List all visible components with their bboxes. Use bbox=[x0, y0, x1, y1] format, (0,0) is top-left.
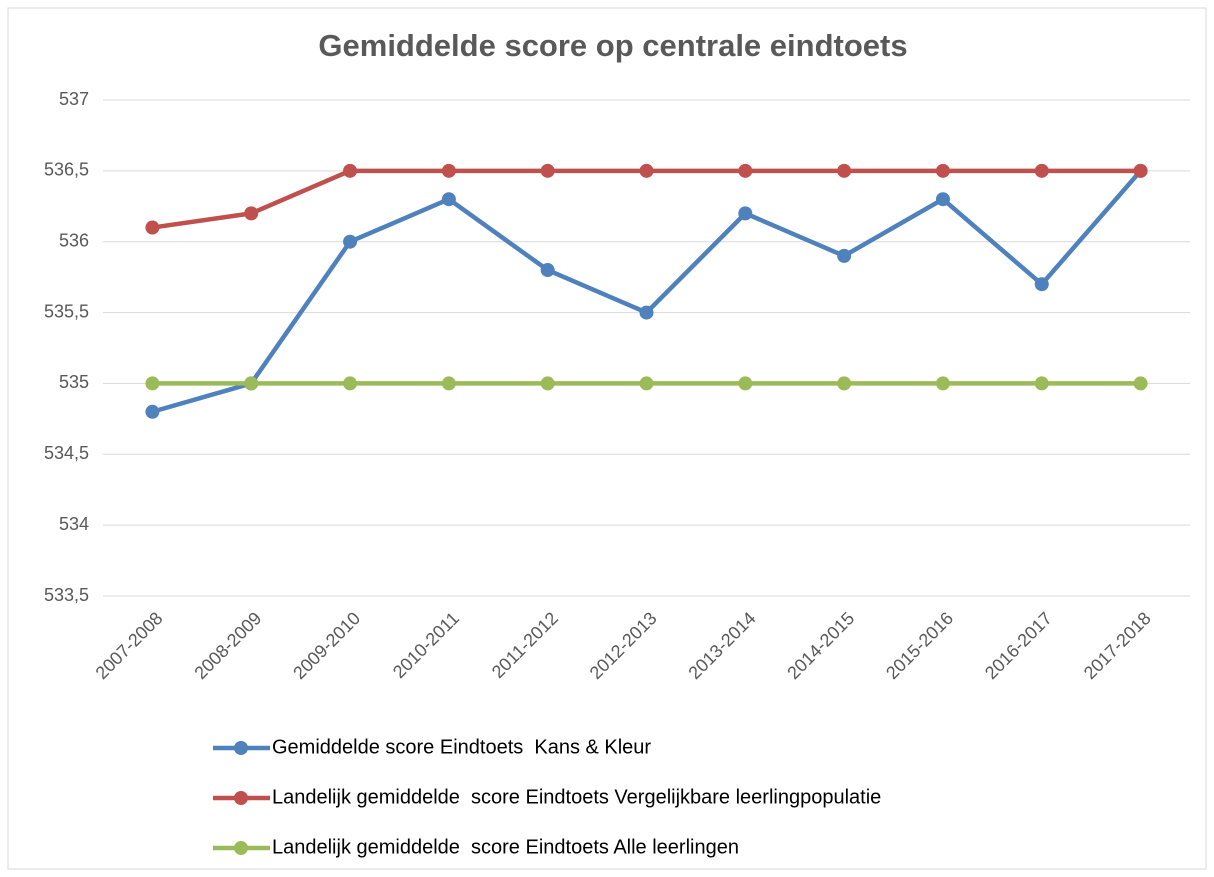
legend-marker bbox=[234, 741, 248, 755]
series-marker bbox=[1034, 277, 1049, 292]
legend-label: Landelijk gemiddelde score Eindtoets All… bbox=[272, 836, 739, 858]
series-marker bbox=[639, 305, 654, 320]
series-marker bbox=[145, 220, 160, 235]
series-marker bbox=[738, 206, 753, 221]
legend-marker bbox=[234, 841, 248, 855]
series-marker bbox=[639, 163, 654, 178]
y-tick-label: 534 bbox=[59, 514, 89, 534]
y-tick-label: 536,5 bbox=[44, 160, 89, 180]
series-marker bbox=[244, 206, 259, 221]
series-marker bbox=[441, 376, 456, 391]
series-marker bbox=[837, 248, 852, 263]
y-tick-label: 537 bbox=[59, 89, 89, 109]
series-marker bbox=[343, 163, 358, 178]
legend-label: Landelijk gemiddelde score Eindtoets Ver… bbox=[272, 786, 881, 808]
legend-marker bbox=[234, 791, 248, 805]
series-marker bbox=[935, 192, 950, 207]
series-marker bbox=[1133, 163, 1148, 178]
series-marker bbox=[540, 163, 555, 178]
series-marker bbox=[837, 163, 852, 178]
series-marker bbox=[738, 163, 753, 178]
series-marker bbox=[540, 376, 555, 391]
y-tick-label: 534,5 bbox=[44, 443, 89, 463]
legend-label: Gemiddelde score Eindtoets Kans & Kleur bbox=[272, 736, 651, 758]
series-marker bbox=[935, 376, 950, 391]
series-marker bbox=[935, 163, 950, 178]
series-marker bbox=[145, 376, 160, 391]
y-tick-label: 533,5 bbox=[44, 585, 89, 605]
chart-border bbox=[7, 7, 1207, 870]
y-tick-label: 535 bbox=[59, 372, 89, 392]
series-marker bbox=[1034, 376, 1049, 391]
series-marker bbox=[343, 376, 358, 391]
series-marker bbox=[441, 163, 456, 178]
series-marker bbox=[343, 234, 358, 249]
y-tick-label: 535,5 bbox=[44, 301, 89, 321]
series-marker bbox=[145, 404, 160, 419]
series-marker bbox=[1133, 376, 1148, 391]
series-marker bbox=[1034, 163, 1049, 178]
y-tick-label: 536 bbox=[59, 230, 89, 250]
chart-title: Gemiddelde score op centrale eindtoets bbox=[318, 28, 907, 63]
series-marker bbox=[837, 376, 852, 391]
series-marker bbox=[738, 376, 753, 391]
series-marker bbox=[639, 376, 654, 391]
series-marker bbox=[441, 192, 456, 207]
series-marker bbox=[244, 376, 259, 391]
series-marker bbox=[540, 263, 555, 278]
